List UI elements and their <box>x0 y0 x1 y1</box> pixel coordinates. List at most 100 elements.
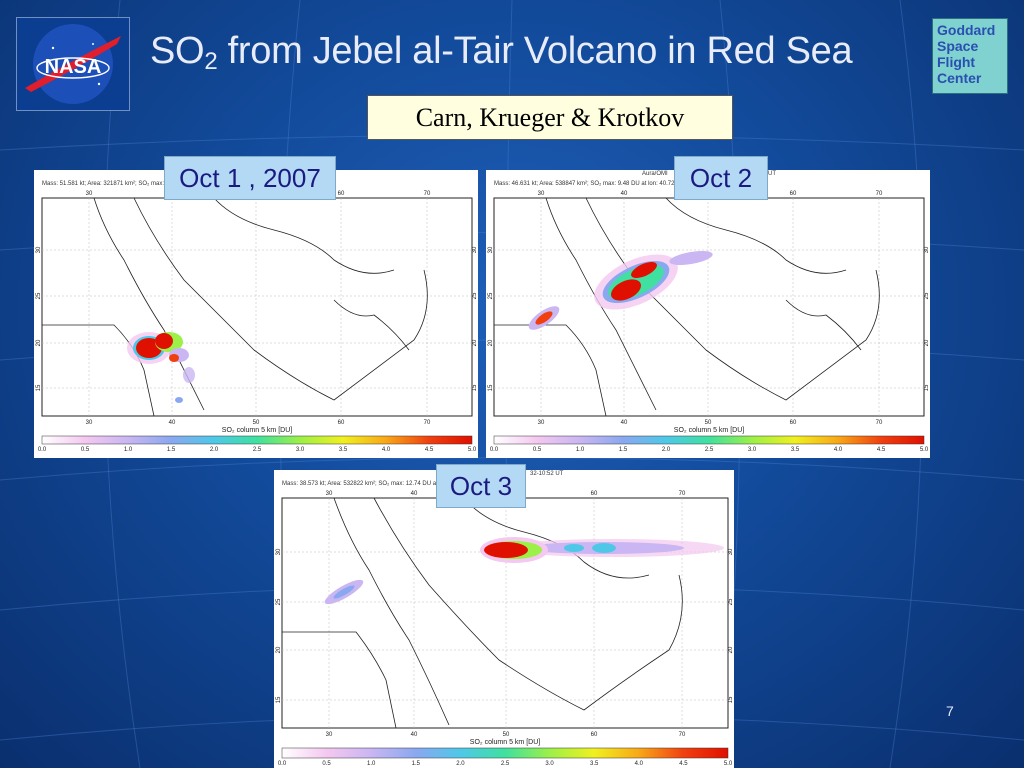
title-subscript: 2 <box>204 48 218 75</box>
colorbar-tick: 1.5 <box>619 447 628 453</box>
nasa-logo: NASA <box>16 17 130 111</box>
lat-tick-right: 15 <box>924 384 930 391</box>
lat-tick-right: 30 <box>924 246 930 253</box>
colorbar-gradient <box>41 435 473 445</box>
panel-meta-top-right-oct3: 32-10:52 UT <box>530 471 564 477</box>
colorbar-tick: 0.5 <box>81 447 90 453</box>
map-panel-oct2: SO₂ column 5 km [DU] 0.0 0.5 1.0 1.5 2.0 2.5 3.… <box>486 170 930 458</box>
colorbar-tick: 0.0 <box>278 761 287 767</box>
lon-tick-top: 40 <box>411 491 418 497</box>
colorbar-gradient <box>281 747 729 759</box>
authors-box: Carn, Krueger & Krotkov <box>367 95 733 140</box>
colorbar-tick: 0.5 <box>322 761 331 767</box>
lat-tick-left: 15 <box>488 384 494 391</box>
colorbar-tick: 4.5 <box>425 447 434 453</box>
panel-meta-oct3: Mass: 38.573 kt; Area: 532822 km²; SO₂ m… <box>282 481 438 487</box>
date-label-oct1: Oct 1 , 2007 <box>164 156 336 200</box>
title-main: SO <box>150 30 205 72</box>
colorbar-tick: 3.5 <box>339 447 348 453</box>
lat-tick-right: 20 <box>472 339 478 346</box>
colorbar-tick: 1.0 <box>576 447 585 453</box>
colorbar-tick: 3.0 <box>545 761 554 767</box>
lat-tick-left: 25 <box>488 292 494 299</box>
date-label-oct3: Oct 3 <box>436 464 526 508</box>
panel-meta-oct1: Mass: 51.581 kt; Area: 321871 km²; SO₂ m… <box>42 181 170 187</box>
lon-tick-bottom: 70 <box>679 732 686 738</box>
goddard-line-2: Space <box>937 38 979 54</box>
lat-tick-left: 15 <box>36 384 42 391</box>
lon-tick-top: 60 <box>790 191 797 197</box>
date-label-oct2: Oct 2 <box>674 156 768 200</box>
lon-tick-top: 70 <box>424 191 431 197</box>
lon-tick-bottom: 50 <box>253 420 260 426</box>
lat-tick-left: 25 <box>36 292 42 299</box>
lon-tick-top: 60 <box>338 191 345 197</box>
colorbar-tick: 2.0 <box>662 447 671 453</box>
colorbar-tick: 4.0 <box>382 447 391 453</box>
lat-tick-right: 20 <box>728 646 734 653</box>
lon-tick-top: 60 <box>591 491 598 497</box>
panel-meta-top-right-oct2: UT <box>768 171 776 177</box>
lat-tick-left: 15 <box>276 696 282 703</box>
colorbar-tick: 5.0 <box>468 447 477 453</box>
lon-tick-bottom: 60 <box>338 420 345 426</box>
lon-tick-bottom: 50 <box>705 420 712 426</box>
lat-tick-left: 30 <box>276 548 282 555</box>
colorbar-tick: 4.0 <box>834 447 843 453</box>
lat-tick-right: 25 <box>728 598 734 605</box>
slide-title: SO2 from Jebel al-Tair Volcano in Red Se… <box>150 30 920 80</box>
colorbar-tick: 3.0 <box>296 447 305 453</box>
colorbar-tick: 0.0 <box>38 447 47 453</box>
lon-tick-bottom: 60 <box>591 732 598 738</box>
colorbar-tick: 2.5 <box>705 447 714 453</box>
colorbar-tick: 3.0 <box>748 447 757 453</box>
colorbar-oct1: SO₂ column 5 km [DU] 0.0 0.5 1.0 1.5 2.0 2.5 3.… <box>38 427 477 453</box>
lat-tick-left: 20 <box>36 339 42 346</box>
lon-tick-bottom: 40 <box>411 732 418 738</box>
colorbar-tick: 0.5 <box>533 447 542 453</box>
lat-tick-left: 30 <box>488 246 494 253</box>
colorbar-title: SO₂ column 5 km [DU] <box>674 427 744 434</box>
so2-plume-oct3 <box>324 537 724 605</box>
so2-map-oct1: SO₂ column 5 km [DU] 0.0 0.5 1.0 1.5 2.0 2.5 3.… <box>36 191 478 453</box>
lat-tick-right: 20 <box>924 339 930 346</box>
colorbar-tick: 4.5 <box>877 447 886 453</box>
lon-tick-bottom: 50 <box>503 732 510 738</box>
page-number: 7 <box>946 703 954 719</box>
colorbar-tick: 3.5 <box>590 761 599 767</box>
colorbar-tick: 1.5 <box>412 761 421 767</box>
lon-tick-bottom: 30 <box>538 420 545 426</box>
goddard-logo: Goddard Space Flight Center <box>932 18 1008 94</box>
lat-tick-left: 20 <box>276 646 282 653</box>
so2-map-oct2: SO₂ column 5 km [DU] 0.0 0.5 1.0 1.5 2.0 2.5 3.… <box>488 191 930 453</box>
colorbar-tick: 2.0 <box>456 761 465 767</box>
lat-tick-right: 15 <box>472 384 478 391</box>
so2-plume-oct2 <box>528 250 713 330</box>
goddard-line-1: Goddard <box>937 22 996 38</box>
so2-plume-oct1 <box>127 332 195 403</box>
colorbar-oct3: SO₂ column 5 km [DU] 0.0 0.5 1.0 1.5 2.0 2.5 3.… <box>278 739 733 767</box>
map-panel-oct3: SO₂ column 5 km [DU] 0.0 0.5 1.0 1.5 2.0 2.5 3.… <box>274 470 734 768</box>
lat-tick-left: 25 <box>276 598 282 605</box>
lon-tick-bottom: 30 <box>326 732 333 738</box>
lat-tick-left: 20 <box>488 339 494 346</box>
colorbar-tick: 4.0 <box>635 761 644 767</box>
colorbar-title: SO₂ column 5 km [DU] <box>222 427 292 434</box>
lon-tick-top: 70 <box>876 191 883 197</box>
colorbar-title: SO₂ column 5 km [DU] <box>470 739 540 746</box>
lat-tick-right: 15 <box>728 696 734 703</box>
lat-tick-right: 30 <box>728 548 734 555</box>
colorbar-tick: 4.5 <box>679 761 688 767</box>
lon-tick-top: 40 <box>621 191 628 197</box>
so2-map-oct3: SO₂ column 5 km [DU] 0.0 0.5 1.0 1.5 2.0 2.5 3.… <box>276 491 734 767</box>
lon-tick-top: 70 <box>679 491 686 497</box>
colorbar-tick: 5.0 <box>724 761 733 767</box>
lon-tick-bottom: 40 <box>621 420 628 426</box>
panel-meta-oct2: Mass: 46.631 kt; Area: 538847 km²; SO₂ m… <box>494 181 683 187</box>
lon-tick-bottom: 70 <box>424 420 431 426</box>
colorbar-tick: 1.0 <box>124 447 133 453</box>
goddard-line-3: Flight <box>937 54 976 70</box>
lon-tick-bottom: 60 <box>790 420 797 426</box>
lon-tick-top: 30 <box>326 491 333 497</box>
colorbar-tick: 1.0 <box>367 761 376 767</box>
